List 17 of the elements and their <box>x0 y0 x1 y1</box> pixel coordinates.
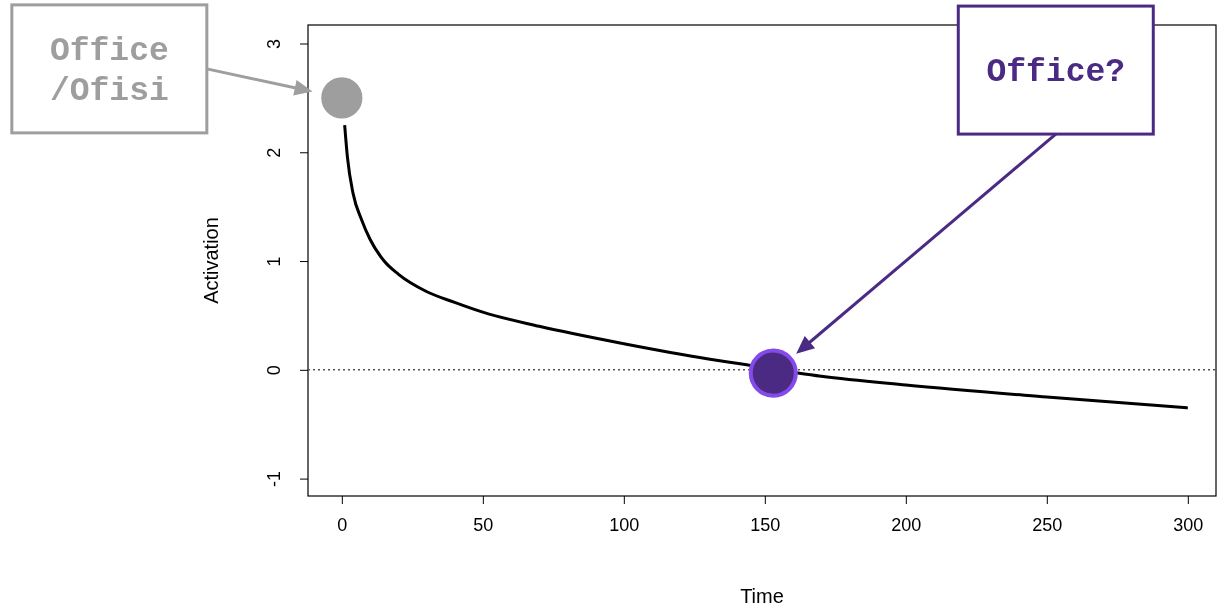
y-tick-label: 3 <box>264 38 284 49</box>
x-axis-title: Time <box>740 585 784 607</box>
y-tick-label: 0 <box>264 365 284 376</box>
y-tick-label: -1 <box>264 471 284 488</box>
x-tick-label: 0 <box>337 514 348 535</box>
line-series <box>343 123 1190 410</box>
x-tick-label: 300 <box>1173 514 1204 535</box>
x-tick-label: 200 <box>891 514 922 535</box>
y-tick-label: 1 <box>264 256 284 267</box>
y-axis-title: Activation <box>200 217 222 304</box>
annotation: Office? <box>986 54 1126 92</box>
y-tick-label: 2 <box>264 147 284 158</box>
x-tick-label: 100 <box>609 514 640 535</box>
x-tick-label: 150 <box>750 514 781 535</box>
text: Office /Ofisi <box>49 32 169 110</box>
x-tick-label: 250 <box>1032 514 1063 535</box>
x-tick-label: 50 <box>473 514 494 535</box>
